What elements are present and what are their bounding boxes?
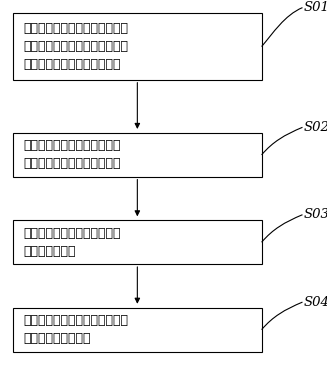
Text: S02: S02 (304, 121, 327, 134)
FancyBboxPatch shape (13, 220, 262, 264)
Text: 控制绳线压脚向下移动至贴近
绳线剪刀的上方: 控制绳线压脚向下移动至贴近 绳线剪刀的上方 (23, 227, 120, 258)
Text: 当绳线压脚在下位时，控制绣线
剪刀剪断面线，并控制勾刀将面
线线头勾起收纳于面线夹当中: 当绳线压脚在下位时，控制绣线 剪刀剪断面线，并控制勾刀将面 线线头勾起收纳于面线… (23, 22, 128, 71)
Text: 当绳线压脚移动至上位时，控
制绳线剪刀移动至剪绳线位置: 当绳线压脚移动至上位时，控 制绳线剪刀移动至剪绳线位置 (23, 139, 120, 170)
FancyBboxPatch shape (13, 13, 262, 80)
Text: 控制绳线剪刀拉出一定长度绳线
头并剪断绳线状饰件: 控制绳线剪刀拉出一定长度绳线 头并剪断绳线状饰件 (23, 314, 128, 345)
FancyBboxPatch shape (13, 133, 262, 177)
FancyBboxPatch shape (13, 308, 262, 352)
Text: S04: S04 (304, 296, 327, 309)
Text: S03: S03 (304, 208, 327, 221)
Text: S01: S01 (304, 1, 327, 14)
